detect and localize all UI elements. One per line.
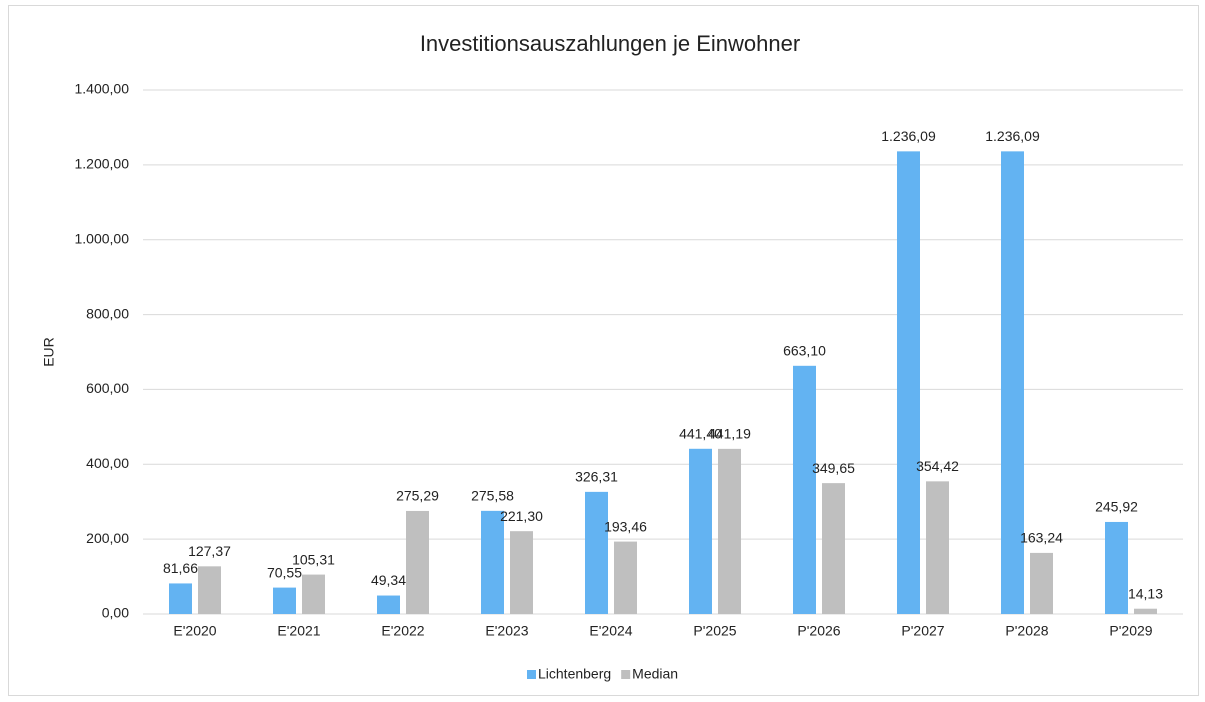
value-label: 441,40 (679, 425, 722, 441)
legend-swatch (527, 670, 536, 679)
bar (585, 491, 608, 614)
value-label: 275,29 (396, 488, 439, 504)
legend-label: Median (632, 666, 678, 682)
legend-label: Lichtenberg (538, 666, 611, 682)
value-label: 354,42 (916, 458, 959, 474)
bar (302, 574, 325, 614)
value-label: 105,31 (292, 551, 335, 567)
value-label: 70,55 (267, 564, 302, 580)
bar (1001, 151, 1024, 614)
y-tick-label: 200,00 (86, 530, 129, 546)
value-label: 163,24 (1020, 530, 1063, 546)
y-tick-label: 0,00 (102, 605, 129, 621)
x-tick-label: E'2021 (277, 623, 320, 639)
value-label: 193,46 (604, 518, 647, 534)
value-label: 245,92 (1095, 499, 1138, 515)
bar (481, 510, 504, 614)
value-label: 1.236,09 (985, 128, 1040, 144)
value-label: 127,37 (188, 543, 231, 559)
x-tick-label: E'2020 (173, 623, 216, 639)
x-tick-label: P'2026 (797, 623, 840, 639)
y-axis-label: EUR (41, 337, 57, 367)
value-label: 81,66 (163, 560, 198, 576)
y-tick-label: 400,00 (86, 455, 129, 471)
x-tick-label: P'2027 (901, 623, 944, 639)
y-tick-label: 600,00 (86, 380, 129, 396)
value-label: 275,58 (471, 488, 514, 504)
bar (689, 448, 712, 614)
value-label: 14,13 (1128, 585, 1163, 601)
x-tick-label: E'2022 (381, 623, 424, 639)
bar (377, 595, 400, 614)
bar (822, 483, 845, 614)
value-label: 49,34 (371, 572, 406, 588)
bar (614, 541, 637, 614)
bar (169, 583, 192, 614)
value-label: 326,31 (575, 469, 618, 485)
value-label: 349,65 (812, 460, 855, 476)
bar (1134, 608, 1157, 614)
bar (1030, 552, 1053, 614)
bar (198, 566, 221, 614)
bar (897, 151, 920, 614)
x-tick-label: E'2023 (485, 623, 528, 639)
chart-title: Investitionsauszahlungen je Einwohner (420, 31, 800, 56)
x-tick-label: E'2024 (589, 623, 632, 639)
bar (718, 448, 741, 614)
x-tick-label: P'2025 (693, 623, 736, 639)
value-label: 221,30 (500, 508, 543, 524)
y-tick-label: 800,00 (86, 305, 129, 321)
value-label: 441,19 (708, 426, 751, 442)
bar (273, 587, 296, 614)
bar (1105, 521, 1128, 614)
x-tick-label: P'2028 (1005, 623, 1048, 639)
y-tick-label: 1.000,00 (75, 230, 130, 246)
y-tick-label: 1.200,00 (75, 156, 130, 172)
bar (926, 481, 949, 614)
value-label: 663,10 (783, 343, 826, 359)
value-label: 1.236,09 (881, 128, 936, 144)
legend-swatch (621, 670, 631, 679)
x-tick-label: P'2029 (1109, 623, 1152, 639)
y-tick-label: 1.400,00 (75, 81, 130, 97)
bar (793, 365, 816, 614)
bar (406, 510, 429, 614)
bar (510, 531, 533, 614)
